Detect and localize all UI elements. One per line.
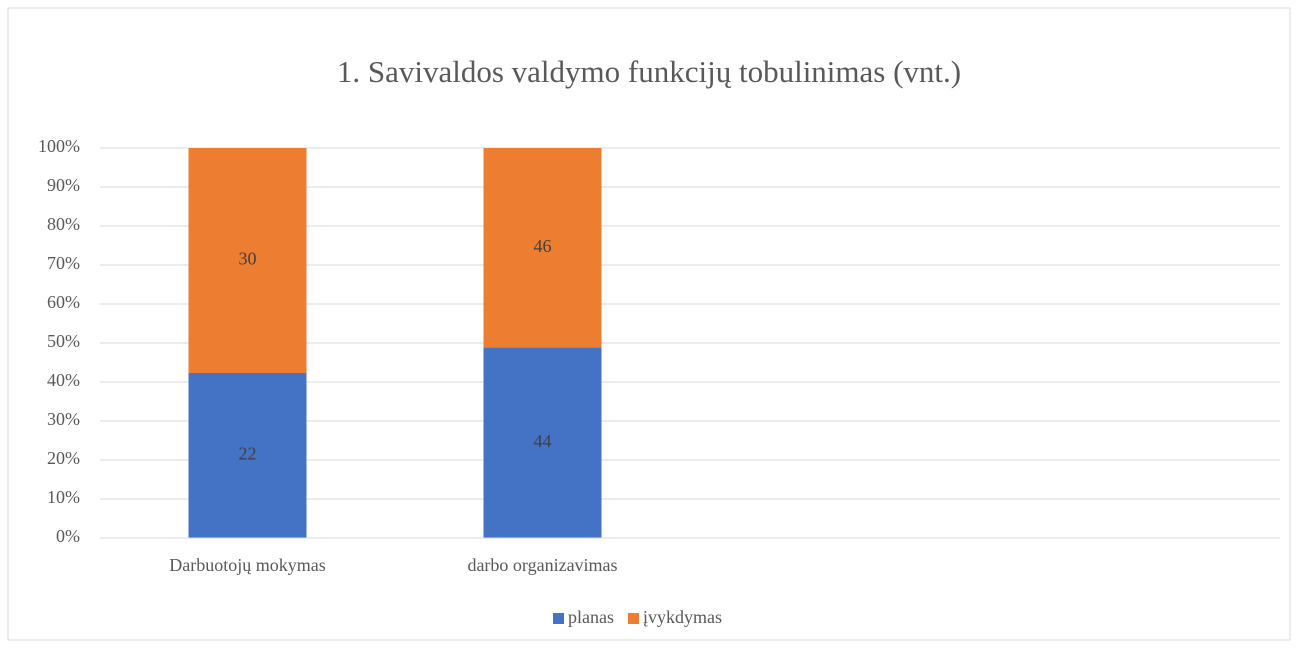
data-label: 46 [534,236,552,256]
legend-label: įvykdymas [643,607,722,627]
data-label: 22 [239,444,257,464]
legend-swatch [627,613,639,624]
y-tick-label: 40% [47,370,80,390]
data-label: 30 [239,249,257,269]
bar-segment [188,373,307,538]
data-label: 44 [534,431,552,451]
bar-segment [483,347,602,538]
bar-segment [483,148,602,348]
y-tick-label: 80% [47,214,80,234]
y-tick-label: 0% [56,526,80,546]
bar-segment [188,148,307,373]
y-tick-label: 70% [47,253,80,273]
x-tick-label: Darbuotojų mokymas [169,555,325,575]
y-tick-label: 60% [47,292,80,312]
y-tick-label: 50% [47,331,80,351]
y-tick-label: 100% [38,136,80,156]
y-tick-label: 30% [47,409,80,429]
y-tick-label: 10% [47,487,80,507]
y-tick-label: 20% [47,448,80,468]
legend-label: planas [568,607,614,627]
x-tick-label: darbo organizavimas [467,555,617,575]
legend-swatch [553,613,564,624]
chart-title: 1. Savivaldos valdymo funkcijų tobulinim… [337,54,961,89]
y-tick-label: 90% [47,175,80,195]
